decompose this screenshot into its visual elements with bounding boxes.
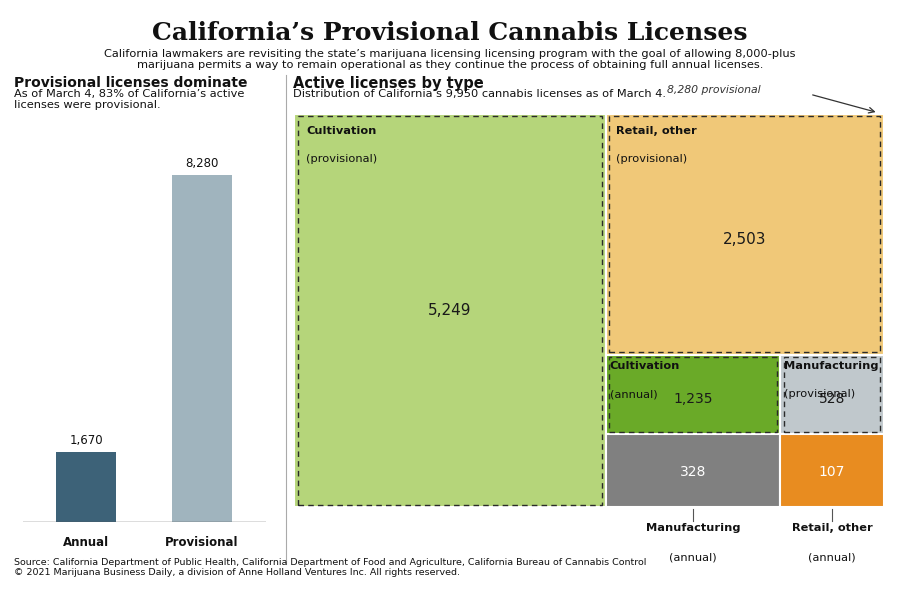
Text: 107: 107 xyxy=(819,466,845,479)
Text: marijuana permits a way to remain operational as they continue the process of ob: marijuana permits a way to remain operat… xyxy=(137,60,763,70)
Text: Manufacturing: Manufacturing xyxy=(645,523,740,533)
Bar xyxy=(606,434,780,507)
Text: (provisional): (provisional) xyxy=(306,154,377,164)
Text: As of March 4, 83% of California’s active: As of March 4, 83% of California’s activ… xyxy=(14,89,244,100)
Text: California’s Provisional Cannabis Licenses: California’s Provisional Cannabis Licens… xyxy=(152,21,748,45)
Text: Retail, other: Retail, other xyxy=(791,523,872,533)
Text: (annual): (annual) xyxy=(609,389,657,399)
Text: Retail, other: Retail, other xyxy=(616,126,697,136)
Bar xyxy=(172,175,232,522)
Text: (annual): (annual) xyxy=(669,552,716,562)
Text: 5,249: 5,249 xyxy=(428,303,472,318)
Bar xyxy=(780,355,884,434)
Text: Active licenses by type: Active licenses by type xyxy=(293,76,484,91)
Text: 1,670: 1,670 xyxy=(69,434,103,447)
Text: Source: California Department of Public Health, California Department of Food an: Source: California Department of Public … xyxy=(14,558,646,567)
Text: Manufacturing: Manufacturing xyxy=(784,361,878,371)
Bar xyxy=(606,355,780,434)
Bar xyxy=(784,357,880,432)
Text: Provisional: Provisional xyxy=(165,536,238,549)
Text: Annual: Annual xyxy=(63,536,109,549)
Bar xyxy=(606,114,884,355)
Bar xyxy=(609,357,777,432)
Bar xyxy=(780,434,884,507)
Text: California lawmakers are revisiting the state’s marijuana licensing licensing pr: California lawmakers are revisiting the … xyxy=(104,49,796,59)
Text: licenses were provisional.: licenses were provisional. xyxy=(14,100,160,110)
Text: 1,235: 1,235 xyxy=(673,392,713,406)
Bar xyxy=(56,452,116,522)
Text: 2,503: 2,503 xyxy=(723,232,767,247)
Text: (provisional): (provisional) xyxy=(616,154,687,164)
Text: 528: 528 xyxy=(819,392,845,406)
Bar xyxy=(294,114,606,507)
Text: Distribution of California’s 9,950 cannabis licenses as of March 4.: Distribution of California’s 9,950 canna… xyxy=(293,89,666,100)
Text: (annual): (annual) xyxy=(808,552,856,562)
Text: Provisional licenses dominate: Provisional licenses dominate xyxy=(14,76,247,90)
Text: 8,280: 8,280 xyxy=(185,157,219,170)
Text: Cultivation: Cultivation xyxy=(306,126,376,136)
Bar xyxy=(298,116,602,505)
Bar xyxy=(609,116,880,352)
Text: 8,280 provisional: 8,280 provisional xyxy=(667,85,760,95)
Text: (provisional): (provisional) xyxy=(784,389,855,399)
Text: Cultivation: Cultivation xyxy=(609,361,680,371)
Text: 328: 328 xyxy=(680,466,706,479)
Text: © 2021 Marijuana Business Daily, a division of Anne Holland Ventures Inc. All ri: © 2021 Marijuana Business Daily, a divis… xyxy=(14,568,460,577)
